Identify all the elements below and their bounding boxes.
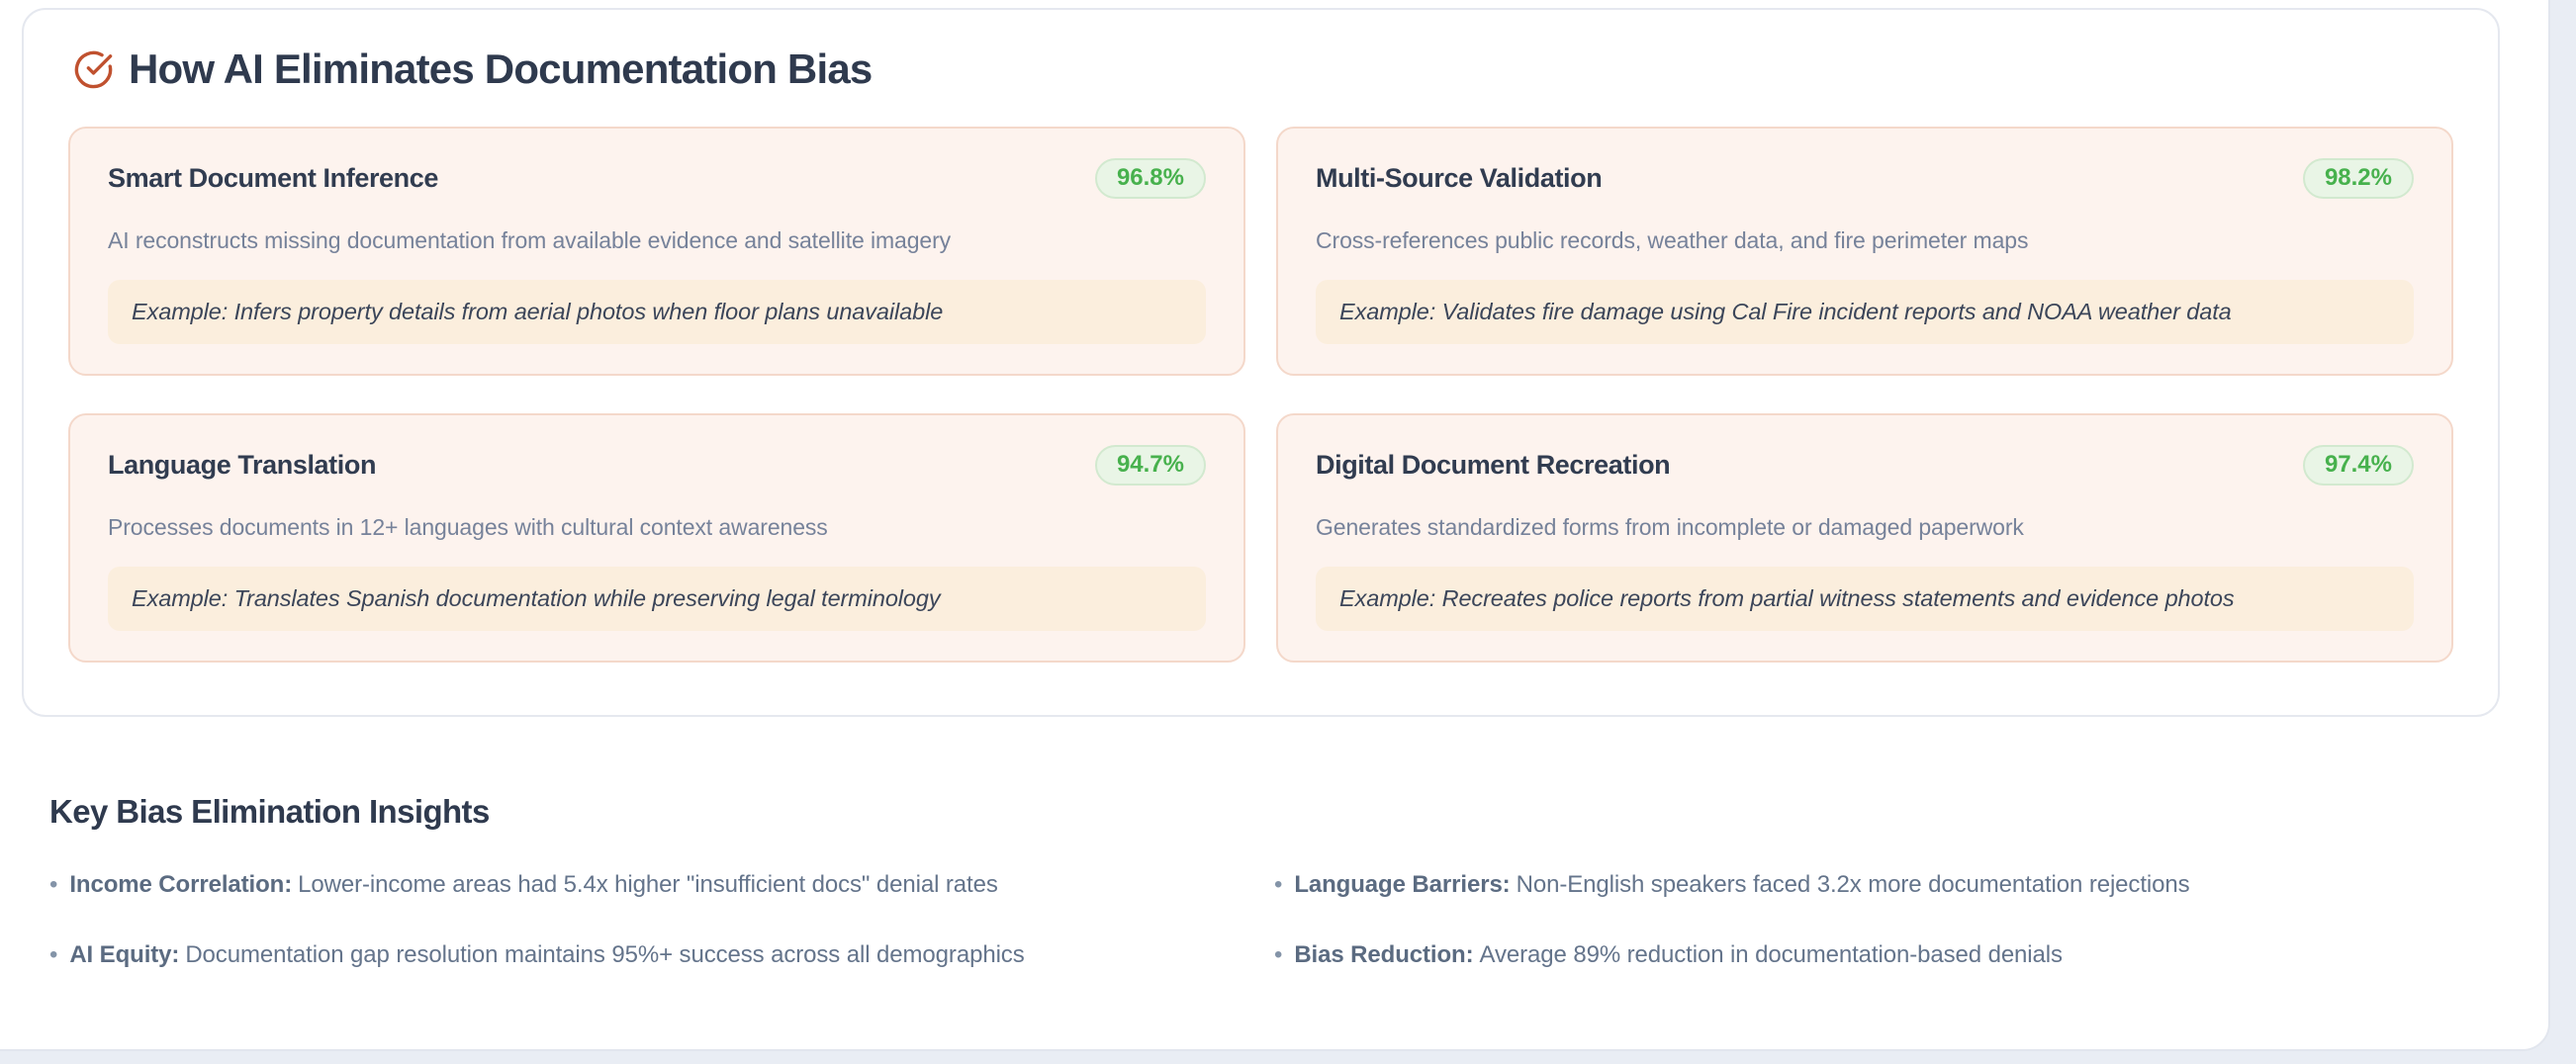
insight-bias-reduction: • Bias Reduction: Average 89% reduction in… [1274,938,2493,972]
insight-text: Lower-income areas had 5.4x higher "insu… [298,871,998,898]
check-circle-icon [73,49,114,90]
card-example: Example: Translates Spanish documentatio… [108,567,1206,631]
accuracy-badge: 97.4% [2302,445,2414,486]
bullet-dot: • [1274,941,1283,968]
card-title: Language Translation [108,450,377,480]
bullet-dot: • [49,941,58,968]
panel-header: How AI Eliminates Documentation Bias [68,45,2453,93]
card-header: Multi-Source Validation 98.2% [1316,158,2414,199]
card-title: Smart Document Inference [108,163,438,193]
card-title: Multi-Source Validation [1316,163,1603,193]
card-language-translation: Language Translation 94.7% Processes doc… [68,413,1245,663]
card-description: AI reconstructs missing documentation fr… [108,227,952,253]
panel-title: How AI Eliminates Documentation Bias [129,45,873,92]
insights-grid: • Income Correlation: Lower-income areas h… [49,868,2493,972]
accuracy-badge: 96.8% [1094,158,1206,199]
card-multi-source-validation: Multi-Source Validation 98.2% Cross-refe… [1276,127,2453,376]
card-smart-document-inference: Smart Document Inference 96.8% AI recons… [68,127,1245,376]
bullet-dot: • [49,871,58,898]
insight-text: Non-English speakers faced 3.2x more doc… [1516,871,2190,898]
card-title: Digital Document Recreation [1316,450,1671,480]
accuracy-badge: 94.7% [1094,445,1206,486]
insights-heading: Key Bias Elimination Insights [49,793,490,830]
insight-label: Bias Reduction: [1294,941,1474,968]
card-description: Generates standardized forms from incomp… [1316,514,2024,540]
key-insights-section: Key Bias Elimination Insights • Income Co… [49,793,2493,972]
insight-language-barriers: • Language Barriers: Non-English speakers … [1274,868,2493,902]
card-header: Digital Document Recreation 97.4% [1316,445,2414,486]
card-digital-document-recreation: Digital Document Recreation 97.4% Genera… [1276,413,2453,663]
card-header: Smart Document Inference 96.8% [108,158,1206,199]
card-header: Language Translation 94.7% [108,445,1206,486]
bullet-dot: • [1274,871,1283,898]
card-description: Processes documents in 12+ languages wit… [108,514,828,540]
insight-text: Documentation gap resolution maintains 9… [185,941,1025,968]
insight-income-correlation: • Income Correlation: Lower-income areas h… [49,868,1274,902]
card-example: Example: Validates fire damage using Cal… [1316,280,2414,344]
feature-cards-grid: Smart Document Inference 96.8% AI recons… [68,127,2453,663]
card-example: Example: Infers property details from ae… [108,280,1206,344]
insight-label: AI Equity: [69,941,180,968]
accuracy-badge: 98.2% [2302,158,2414,199]
card-example: Example: Recreates police reports from p… [1316,567,2414,631]
insight-ai-equity: • AI Equity: Documentation gap resolution … [49,938,1274,972]
insight-text: Average 89% reduction in documentation-b… [1479,941,2064,968]
insight-label: Language Barriers: [1294,871,1511,898]
ai-documentation-panel: How AI Eliminates Documentation Bias Sma… [22,8,2500,717]
insight-label: Income Correlation: [69,871,293,898]
card-description: Cross-references public records, weather… [1316,227,2029,253]
